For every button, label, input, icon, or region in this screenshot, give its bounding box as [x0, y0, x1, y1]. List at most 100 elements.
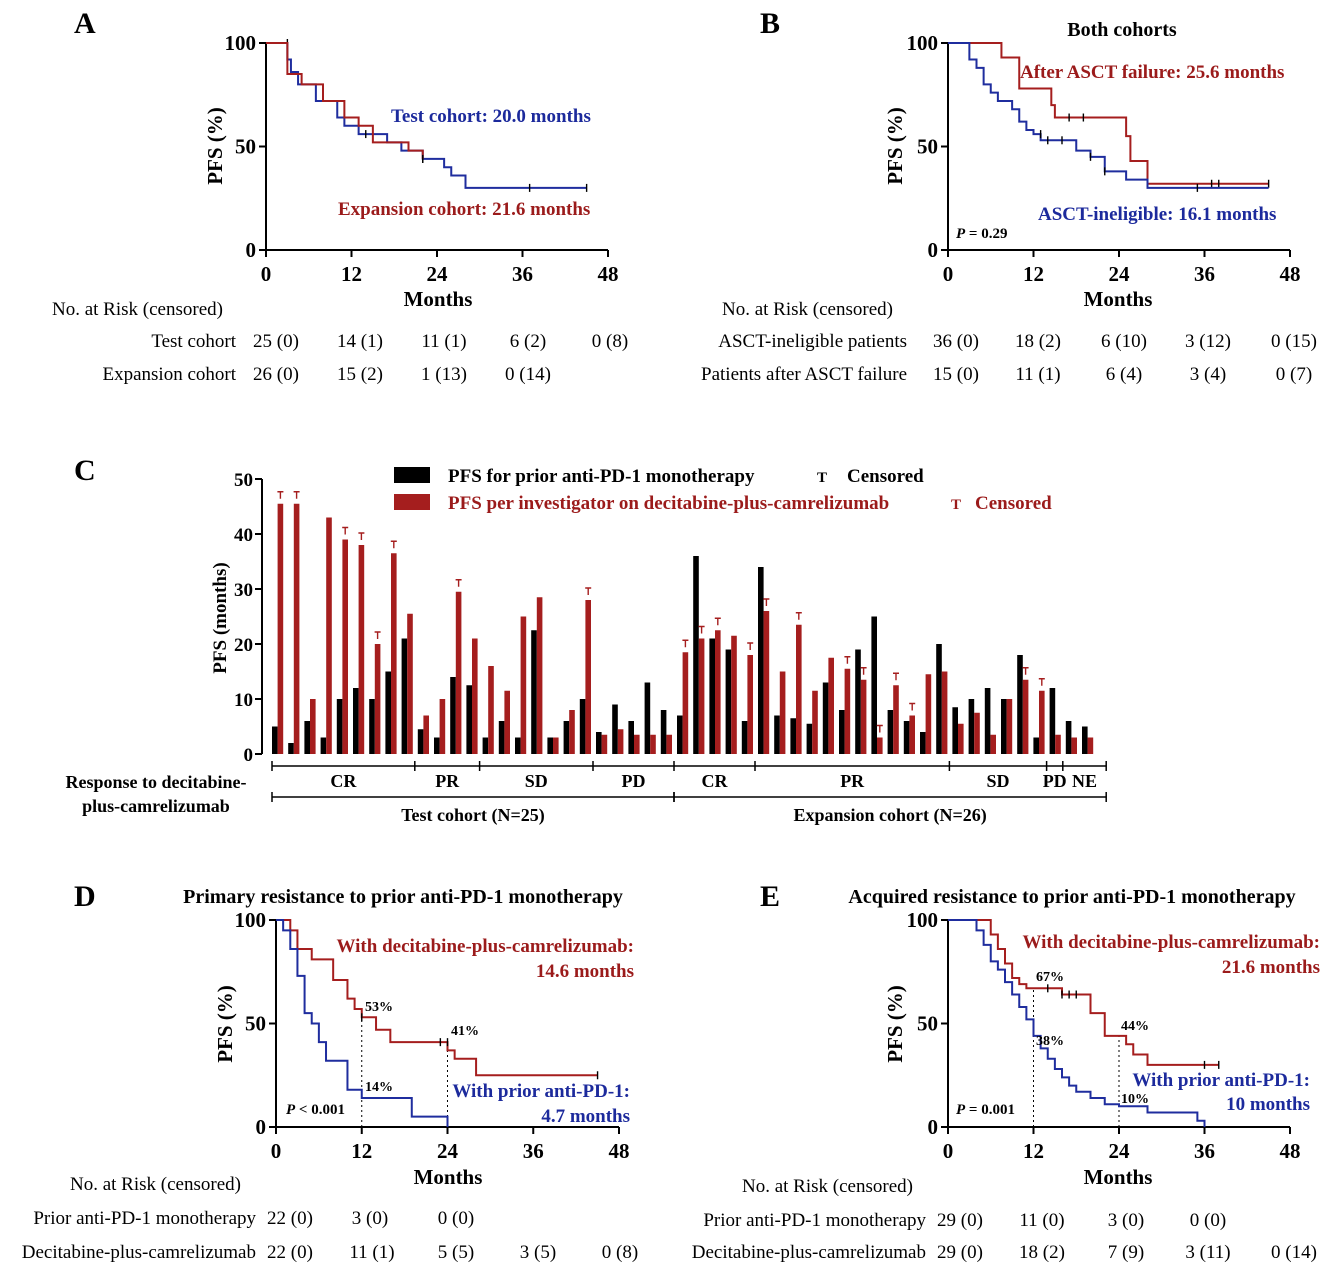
y-tick-label: 0: [928, 1115, 939, 1139]
km-curve-decitabine-plus-camrelizumab: [276, 919, 598, 1077]
risk-cell: 0 (15): [1271, 331, 1317, 352]
y-tick-label: 50: [235, 135, 256, 159]
risk-cell: 6 (4): [1106, 364, 1142, 385]
bar-prior: [709, 638, 715, 754]
x-tick-label: 36: [523, 1139, 544, 1163]
censor-mark: [698, 625, 705, 634]
y-tick-label: 20: [234, 635, 253, 656]
panel-d-curves: [276, 919, 599, 1127]
risk-cell: 11 (1): [421, 331, 466, 352]
risk-cell: 7 (9): [1108, 1242, 1144, 1263]
x-tick-label: 48: [609, 1139, 630, 1163]
panel-a-curves: [266, 39, 588, 192]
risk-cell: 22 (0): [267, 1208, 313, 1229]
panel-e-label-blue-1: With prior anti-PD-1:: [1132, 1070, 1310, 1091]
cohort-label: Expansion cohort (N=26): [793, 805, 986, 826]
y-tick-label: 30: [234, 580, 253, 601]
risk-cell: 15 (0): [933, 364, 979, 385]
censor-mark: [747, 642, 754, 650]
legend-censor-mark-black: T: [817, 470, 827, 486]
bar-prior: [401, 638, 408, 754]
bar-current: [844, 668, 851, 754]
censor-mark: [342, 526, 349, 535]
bar-current: [1087, 737, 1094, 754]
bar-prior: [839, 710, 845, 754]
censor-mark: [358, 532, 365, 540]
y-tick-label: 0: [246, 238, 257, 262]
bar-current: [553, 737, 559, 754]
y-tick-label: 100: [225, 31, 257, 55]
bar-prior: [936, 644, 942, 754]
bar-current: [715, 630, 721, 754]
annotation: 44%: [1121, 1019, 1149, 1034]
censor-mark: [293, 491, 300, 499]
bar-current: [860, 679, 867, 754]
panel-b-label-inelig: ASCT-ineligible: 16.1 months: [1038, 204, 1276, 225]
x-tick-label: 0: [271, 1139, 282, 1163]
panel-d-label-blue-2: 4.7 months: [541, 1106, 630, 1127]
panel-a-risk-table: No. at Risk (censored) Test cohort Expan…: [52, 299, 628, 385]
panel-d-ylabel: PFS (%): [213, 985, 237, 1063]
panel-b-xlabel: Months: [1084, 287, 1153, 311]
panel-d-title: Primary resistance to prior anti-PD-1 mo…: [183, 886, 623, 908]
bar-prior: [272, 726, 278, 754]
panel-label-e: E: [760, 880, 780, 913]
bar-prior: [628, 721, 634, 754]
bar-current: [779, 671, 786, 754]
risk-row-label: Prior anti-PD-1 monotherapy: [33, 1208, 256, 1229]
bar-prior: [596, 732, 602, 754]
censor-mark: [1038, 678, 1045, 686]
panel-label-d: D: [74, 880, 96, 913]
y-tick-label: 0: [244, 745, 254, 766]
bar-current: [342, 539, 348, 754]
bar-prior: [482, 737, 489, 754]
km-curve-asct-ineligible: [948, 42, 1269, 189]
x-tick-label: 24: [427, 262, 449, 286]
x-tick-label: 36: [1194, 1139, 1215, 1163]
censor-mark: [682, 639, 689, 648]
risk-cell: 5 (5): [438, 1242, 474, 1263]
y-tick-label: 100: [907, 31, 939, 55]
risk-header: No. at Risk (censored): [52, 299, 223, 320]
bar-prior: [612, 704, 618, 754]
bar-current: [731, 635, 737, 754]
bar-prior: [806, 723, 813, 754]
bar-current: [374, 644, 381, 754]
bar-prior: [579, 699, 586, 754]
x-tick-label: 12: [1023, 1139, 1044, 1163]
panel-b-label-ascfail: After ASCT failure: 25.6 months: [1020, 62, 1284, 83]
bar-prior: [320, 737, 327, 754]
bar-current: [569, 710, 575, 754]
panel-e-chart: 0 12 24 36 48 0 50 100 PFS (%) Months With deci…: [883, 908, 1320, 1189]
bar-current: [877, 737, 883, 754]
bar-prior: [660, 710, 667, 754]
panel-b-risk-table: No. at Risk (censored) ASCT-ineligible p…: [701, 299, 1317, 385]
risk-cell: 25 (0): [253, 331, 299, 352]
bar-current: [1039, 690, 1045, 754]
annotation: 53%: [365, 1000, 393, 1015]
bar-prior: [498, 721, 505, 754]
group-label: SD: [986, 771, 1009, 791]
censor-mark: [795, 612, 802, 620]
bar-current: [1055, 734, 1061, 754]
panel-c-ylabel: PFS (months): [210, 562, 231, 673]
bar-current: [277, 503, 284, 754]
bar-current: [812, 690, 818, 754]
x-tick-label: 24: [1109, 262, 1131, 286]
bar-prior: [887, 710, 894, 754]
risk-cell: 26 (0): [253, 364, 299, 385]
group-label: NE: [1072, 771, 1097, 791]
bar-current: [504, 690, 510, 754]
bar-prior: [547, 737, 553, 754]
bar-prior: [450, 677, 456, 754]
panel-a-axes: 0 12 24 36 48 0 50 100: [225, 31, 619, 286]
group-label: PD: [1043, 771, 1067, 791]
censor-mark: [844, 656, 851, 664]
panel-d-label-red-2: 14.6 months: [536, 961, 634, 982]
bar-prior: [466, 685, 472, 754]
bar-current: [958, 723, 964, 754]
censor-mark: [860, 667, 867, 675]
